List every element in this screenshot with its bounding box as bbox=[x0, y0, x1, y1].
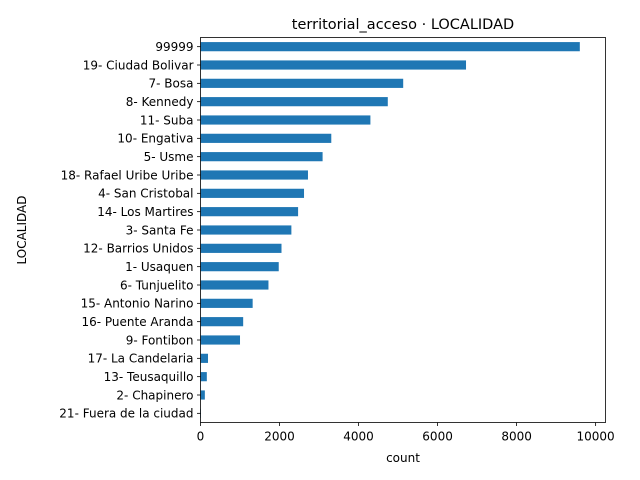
bar bbox=[200, 115, 371, 125]
bar bbox=[200, 298, 253, 308]
bar bbox=[200, 170, 308, 180]
y-axis-ticks: 99999 19- Ciudad Bolivar 7- Bosa 8- Kennedy… bbox=[59, 40, 201, 421]
y-tick-label: 18- Rafael Uribe Uribe bbox=[61, 168, 194, 182]
bar bbox=[200, 225, 292, 235]
x-axis-label: count bbox=[386, 451, 420, 465]
y-tick-label: 3- Santa Fe bbox=[126, 223, 194, 237]
y-tick-label: 1- Usaquen bbox=[125, 260, 193, 274]
bar bbox=[200, 243, 282, 253]
y-axis-label: LOCALIDAD bbox=[15, 196, 29, 265]
y-tick-label: 2- Chapinero bbox=[116, 388, 193, 402]
x-tick-label: 4000 bbox=[343, 430, 374, 444]
bar bbox=[200, 188, 305, 198]
bar bbox=[200, 97, 388, 107]
bars-group bbox=[200, 42, 580, 418]
bar bbox=[200, 207, 299, 217]
x-tick-label: 2000 bbox=[264, 430, 295, 444]
bar bbox=[200, 335, 241, 345]
bar bbox=[200, 152, 323, 162]
y-tick-label: 15- Antonio Narino bbox=[81, 297, 194, 311]
bar bbox=[200, 60, 467, 70]
y-tick-label: 17- La Candelaria bbox=[88, 352, 194, 366]
bar bbox=[200, 372, 207, 382]
bar bbox=[200, 353, 209, 363]
y-tick-label: 13- Teusaquillo bbox=[104, 370, 194, 384]
bar bbox=[200, 42, 580, 52]
y-tick-label: 8- Kennedy bbox=[126, 95, 194, 109]
y-tick-label: 19- Ciudad Bolivar bbox=[83, 58, 194, 72]
y-tick-label: 10- Engativa bbox=[117, 132, 193, 146]
bar bbox=[200, 280, 269, 290]
y-tick-label: 5- Usme bbox=[144, 150, 194, 164]
y-tick-label: 9- Fontibon bbox=[126, 333, 194, 347]
y-tick-label: 7- Bosa bbox=[149, 77, 194, 91]
x-tick-label: 0 bbox=[197, 430, 205, 444]
bar bbox=[200, 262, 279, 272]
plot-frame bbox=[200, 37, 606, 423]
y-tick-label: 6- Tunjuelito bbox=[120, 278, 194, 292]
bar bbox=[200, 78, 404, 88]
y-tick-label: 99999 bbox=[155, 40, 193, 54]
y-tick-label: 11- Suba bbox=[140, 113, 194, 127]
chart-title: territorial_acceso · LOCALIDAD bbox=[292, 17, 514, 33]
y-tick-label: 12- Barrios Unidos bbox=[83, 242, 193, 256]
y-tick-label: 16- Puente Aranda bbox=[81, 315, 193, 329]
y-tick-label: 21- Fuera de la ciudad bbox=[59, 407, 193, 421]
y-tick-label: 4- San Cristobal bbox=[98, 187, 193, 201]
x-tick-label: 6000 bbox=[422, 430, 453, 444]
x-tick-label: 8000 bbox=[501, 430, 532, 444]
x-tick-label: 10000 bbox=[577, 430, 615, 444]
y-tick-label: 14- Los Martires bbox=[97, 205, 193, 219]
bar bbox=[200, 133, 332, 143]
bar bbox=[200, 317, 244, 327]
x-axis-ticks: 0 2000 4000 6000 8000 10000 bbox=[197, 422, 615, 444]
bar bbox=[200, 390, 205, 400]
